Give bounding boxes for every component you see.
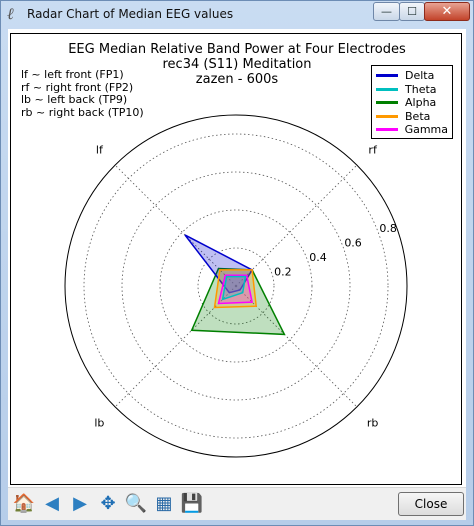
window-title: Radar Chart of Median EEG values: [27, 7, 234, 21]
axis-label-lf: lf: [96, 143, 104, 156]
close-button[interactable]: Close: [398, 492, 464, 516]
note-lf: lf ~ left front (FP1): [21, 68, 124, 81]
save-icon: 💾: [180, 493, 204, 514]
forward-button[interactable]: ▶: [68, 492, 92, 516]
legend-label-beta: Beta: [405, 109, 431, 123]
series-area-theta: [221, 275, 247, 301]
chart-legend: Delta Theta Alpha Beta Gamma: [371, 65, 453, 139]
radar-chart: 0.2 0.4 0.6 0.8 rf lf lb rb: [64, 114, 408, 458]
axis-label-lb: lb: [94, 417, 104, 430]
legend-label-gamma: Gamma: [404, 123, 448, 137]
back-arrow-icon: ◀: [45, 493, 59, 514]
forward-arrow-icon: ▶: [73, 493, 87, 514]
electrode-notes: lf ~ left front (FP1) rf ~ right front (…: [21, 68, 144, 119]
radial-tick-label: 0.4: [309, 251, 327, 264]
note-rb: rb ~ right back (TP10): [21, 105, 144, 119]
legend-entry-theta: Theta: [376, 83, 448, 97]
chart-title-line-2: rec34 (S11) Meditation: [162, 57, 312, 72]
radial-tick-label: 0.2: [274, 265, 292, 278]
spoke-lf: [114, 164, 237, 287]
legend-swatch-gamma: [376, 128, 398, 132]
axis-label-rb: rb: [367, 417, 379, 430]
axis-label-rf: rf: [368, 143, 378, 156]
figure-canvas: 0.2 0.4 0.6 0.8 rf lf lb rb EEG Median Relative…: [8, 29, 466, 487]
legend-swatch-theta: [376, 87, 398, 91]
home-button[interactable]: 🏠: [12, 492, 36, 516]
legend-entry-gamma: Gamma: [376, 123, 448, 137]
series-area-alpha: [190, 267, 286, 336]
chart-title-line-3: zazen - 600s: [195, 72, 279, 87]
radial-grid-circle: [121, 171, 351, 401]
back-button[interactable]: ◀: [40, 492, 64, 516]
spoke-lb: [114, 285, 237, 408]
chart-title-line-1: EEG Median Relative Band Power at Four E…: [68, 42, 406, 57]
save-button[interactable]: 💾: [180, 492, 204, 516]
figure-client-area: 0.2 0.4 0.6 0.8 rf lf lb rb EEG Median Relative…: [8, 29, 466, 520]
configure-subplots-icon: ▦: [155, 493, 173, 514]
note-lb: lb ~ left back (TP9): [21, 93, 128, 106]
maximize-button[interactable]: ☐: [399, 2, 425, 21]
radial-tick-label: 0.8: [379, 222, 397, 235]
radial-grid-circle: [197, 247, 275, 325]
legend-swatch-alpha: [376, 101, 398, 105]
note-rf: rf ~ right front (FP2): [21, 80, 134, 94]
radial-grid-circle: [83, 133, 389, 439]
configure-subplots-button[interactable]: ▦: [152, 492, 176, 516]
zoom-icon: 🔍: [124, 493, 148, 514]
title-bar: ℓ Radar Chart of Median EEG values — ☐ ✕: [1, 1, 473, 27]
legend-label-delta: Delta: [405, 69, 435, 83]
spoke-rf: [235, 164, 358, 287]
legend-label-alpha: Alpha: [405, 96, 437, 110]
zoom-button[interactable]: 🔍: [124, 492, 148, 516]
radial-tick-label: 0.6: [344, 236, 362, 249]
pan-icon: ✥: [100, 493, 116, 514]
window-close-button[interactable]: ✕: [424, 2, 470, 21]
plot-frame: [10, 33, 462, 485]
legend-entry-beta: Beta: [376, 110, 448, 124]
legend-entry-alpha: Alpha: [376, 96, 448, 110]
legend-entry-delta: Delta: [376, 69, 448, 83]
minimize-button[interactable]: —: [373, 2, 400, 21]
chart-title: EEG Median Relative Band Power at Four E…: [8, 42, 466, 87]
polar-outer-circle: [64, 114, 408, 458]
pan-button[interactable]: ✥: [96, 492, 120, 516]
home-icon: 🏠: [12, 493, 36, 514]
radial-grid-circle: [159, 209, 313, 363]
legend-swatch-delta: [376, 74, 398, 78]
feather-icon: ℓ: [7, 4, 14, 23]
matplotlib-toolbar: 🏠 ◀ ▶ ✥ 🔍 ▦ 💾 Close: [8, 487, 466, 520]
legend-swatch-beta: [376, 114, 398, 118]
legend-label-theta: Theta: [405, 82, 437, 96]
